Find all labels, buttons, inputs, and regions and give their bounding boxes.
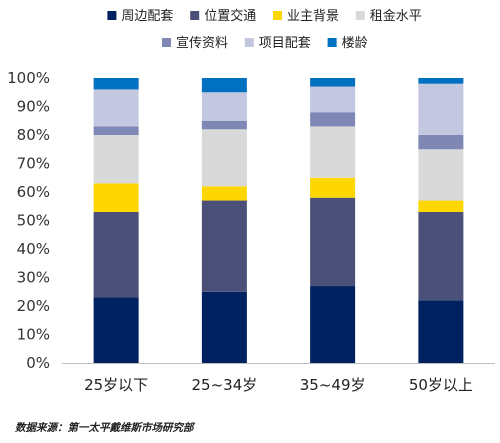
legend-label: 周边配套 <box>121 8 173 24</box>
bar-segment <box>418 135 464 150</box>
bar-segment <box>201 291 247 363</box>
bar-segment <box>93 126 139 135</box>
legend-swatch <box>355 11 365 20</box>
legend-label: 楼龄 <box>342 36 368 51</box>
x-category-label: 25~34岁 <box>192 376 258 394</box>
bar-segment <box>310 112 356 127</box>
bar-segment <box>201 200 247 292</box>
x-category-label: 35~49岁 <box>300 376 366 394</box>
bar-segment <box>201 92 247 121</box>
bar-segment <box>310 78 356 87</box>
legend-label: 业主背景 <box>287 9 339 24</box>
bars-area <box>93 78 464 363</box>
x-category-label: 50岁以上 <box>409 376 473 394</box>
bar-segment <box>418 78 464 84</box>
bar-segment <box>201 186 247 201</box>
bar-segment <box>418 83 464 135</box>
legend-label: 项目配套 <box>259 35 311 51</box>
bar-segment <box>93 211 139 298</box>
y-tick-label: 40% <box>17 240 50 258</box>
bar-segment <box>418 211 464 301</box>
y-tick-label: 80% <box>17 126 50 144</box>
bar-segment <box>418 200 464 212</box>
bar-segment <box>310 177 356 198</box>
bar-segment <box>93 78 139 90</box>
bar-segment <box>93 89 139 127</box>
y-tick-label: 30% <box>17 269 50 287</box>
legend-label: 租金水平 <box>370 8 422 24</box>
y-tick-label: 60% <box>17 183 50 201</box>
bar-segment <box>93 297 139 363</box>
source-note: 数据来源：第一太平戴维斯市场研究部 <box>15 422 194 434</box>
legend-swatch <box>273 11 282 20</box>
legend-swatch <box>244 38 254 47</box>
bar-segment <box>201 120 247 130</box>
legend-swatch <box>327 38 337 47</box>
bar-segment <box>201 78 247 93</box>
y-tick-label: 100% <box>7 69 50 87</box>
bar-segment <box>418 149 464 201</box>
legend-label: 位置交通 <box>204 8 256 24</box>
legend-swatch <box>107 11 117 20</box>
y-tick-label: 20% <box>17 297 50 315</box>
x-category-label: 25岁以下 <box>84 376 148 394</box>
y-tick-label: 0% <box>26 354 50 372</box>
y-tick-label: 90% <box>17 98 50 116</box>
y-tick-label: 50% <box>17 212 50 230</box>
bar-segment <box>93 135 139 184</box>
x-axis: 25岁以下 25~34岁 35~49岁 50岁以上 <box>84 376 473 394</box>
y-tick-label: 10% <box>17 326 50 344</box>
bar-segment <box>93 183 139 212</box>
bar-segment <box>310 197 356 287</box>
bar-segment <box>201 129 247 187</box>
y-tick-label: 70% <box>17 155 50 173</box>
bar-segment <box>310 286 356 363</box>
legend-swatch <box>190 11 200 20</box>
bar-segment <box>310 126 356 178</box>
legend-swatch <box>162 38 171 47</box>
y-axis: 0% 10% 20% 30% 40% 50% 60% 70% 80% 90% 100% <box>7 69 495 372</box>
legend-label: 宣传资料 <box>176 35 228 51</box>
bar-segment <box>310 86 356 113</box>
bar-segment <box>418 300 464 363</box>
